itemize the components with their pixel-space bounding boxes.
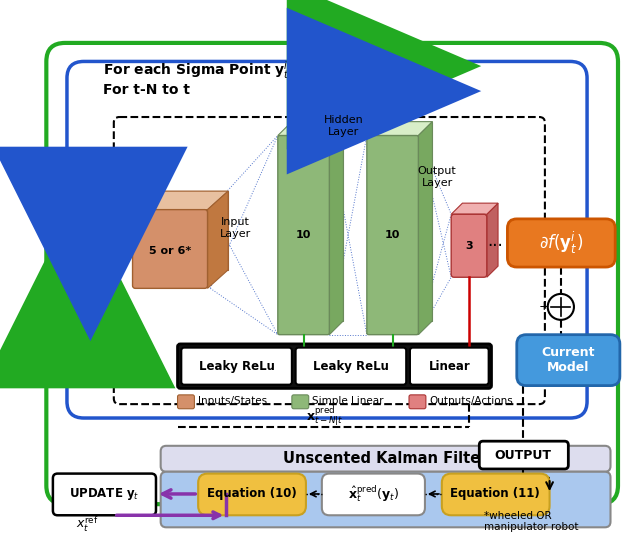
Text: OUTPUT: OUTPUT — [495, 449, 552, 462]
Polygon shape — [132, 191, 228, 210]
FancyBboxPatch shape — [53, 473, 156, 515]
Text: Simple Linear: Simple Linear — [312, 397, 384, 406]
Polygon shape — [292, 122, 344, 321]
Polygon shape — [367, 122, 433, 136]
FancyBboxPatch shape — [410, 348, 489, 385]
Text: $\hat{\mathbf{x}}_t^{\mathrm{pred}}(\mathbf{y}_t)$: $\hat{\mathbf{x}}_t^{\mathrm{pred}}(\mat… — [348, 484, 399, 505]
Text: Leaky ReLu: Leaky ReLu — [313, 360, 389, 373]
FancyBboxPatch shape — [442, 473, 550, 515]
Text: Equation (10): Equation (10) — [207, 487, 296, 500]
Polygon shape — [330, 122, 344, 335]
FancyBboxPatch shape — [292, 395, 308, 409]
Text: Leaky ReLu: Leaky ReLu — [198, 360, 275, 373]
Text: Linear: Linear — [428, 360, 470, 373]
Text: Hidden
Layer: Hidden Layer — [324, 116, 364, 137]
Polygon shape — [419, 122, 433, 335]
Circle shape — [548, 294, 574, 320]
Text: 10: 10 — [385, 230, 400, 240]
FancyBboxPatch shape — [508, 219, 615, 267]
FancyBboxPatch shape — [177, 344, 492, 388]
Text: UPDATE $\mathbf{y}_t$: UPDATE $\mathbf{y}_t$ — [69, 486, 140, 502]
Text: $x_t^{\mathrm{ref}}$: $x_t^{\mathrm{ref}}$ — [76, 515, 99, 534]
Text: Input
Layer: Input Layer — [220, 217, 252, 239]
Text: Output
Layer: Output Layer — [418, 166, 456, 188]
FancyBboxPatch shape — [177, 395, 195, 409]
Polygon shape — [451, 203, 498, 214]
Text: 5 or 6*: 5 or 6* — [149, 246, 191, 256]
Text: $\mathbf{x}_{t-N|t}^{\mathrm{pred}}$: $\mathbf{x}_{t-N|t}^{\mathrm{pred}}$ — [306, 405, 344, 428]
Text: Unscented Kalman Filter: Unscented Kalman Filter — [284, 451, 488, 466]
Polygon shape — [207, 191, 228, 288]
FancyBboxPatch shape — [181, 348, 292, 385]
Text: Outputs/Actions: Outputs/Actions — [429, 397, 513, 406]
FancyBboxPatch shape — [161, 472, 611, 527]
FancyBboxPatch shape — [132, 210, 207, 288]
FancyBboxPatch shape — [516, 335, 620, 386]
Text: *wheeled OR
manipulator robot: *wheeled OR manipulator robot — [484, 511, 579, 532]
FancyBboxPatch shape — [322, 473, 425, 515]
FancyBboxPatch shape — [479, 441, 568, 469]
Text: For each Sigma Point $\mathbf{y}_t^i$: For each Sigma Point $\mathbf{y}_t^i$ — [102, 59, 289, 81]
FancyBboxPatch shape — [161, 446, 611, 472]
Text: Current
Model: Current Model — [541, 346, 595, 374]
Text: 3: 3 — [465, 240, 473, 251]
Text: Inputs/States: Inputs/States — [198, 397, 268, 406]
FancyBboxPatch shape — [409, 395, 426, 409]
FancyBboxPatch shape — [278, 136, 330, 335]
Polygon shape — [487, 203, 498, 277]
Text: For t-N to t: For t-N to t — [102, 83, 189, 97]
Text: ···: ··· — [487, 237, 503, 255]
Polygon shape — [278, 122, 344, 136]
Polygon shape — [153, 191, 228, 270]
FancyBboxPatch shape — [367, 136, 419, 335]
Text: +: + — [539, 300, 549, 313]
FancyBboxPatch shape — [198, 473, 306, 515]
Text: $\partial f(\mathbf{y}_t^i)$: $\partial f(\mathbf{y}_t^i)$ — [539, 230, 583, 256]
FancyBboxPatch shape — [296, 348, 406, 385]
FancyBboxPatch shape — [451, 214, 487, 277]
Text: Equation (11): Equation (11) — [451, 487, 540, 500]
Text: 10: 10 — [296, 230, 311, 240]
Polygon shape — [381, 122, 433, 321]
